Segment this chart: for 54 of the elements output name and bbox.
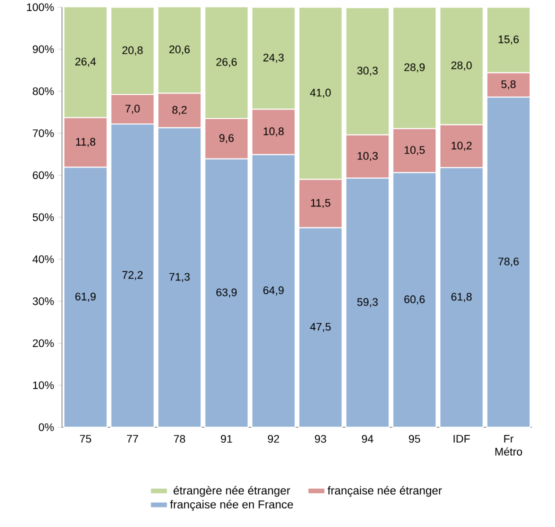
x-tick-label: Fr Métro	[495, 434, 522, 456]
y-tick-label: 70%	[32, 129, 54, 137]
data-label: 9,6	[219, 134, 234, 144]
y-tick-label: 50%	[32, 213, 54, 221]
data-label: 10,3	[358, 152, 378, 161]
data-label: 20,6	[169, 45, 190, 54]
x-tick-label: 78	[174, 434, 186, 443]
data-label: 41,0	[310, 88, 331, 98]
data-label: 28,0	[451, 61, 472, 70]
data-label: 24,3	[263, 54, 284, 63]
data-label: 61,8	[451, 292, 472, 302]
data-label: 28,9	[404, 63, 425, 72]
data-label: 71,3	[169, 272, 190, 282]
legend-label: étrangère née étranger	[174, 486, 290, 497]
y-tick-label: 40%	[32, 255, 54, 263]
x-tick-label: 77	[126, 434, 138, 442]
data-label: 61,9	[75, 292, 96, 302]
data-label: 63,9	[216, 288, 237, 298]
y-tick-label: 80%	[32, 87, 54, 95]
y-tick-label: 100%	[27, 3, 54, 11]
data-label: 10,8	[264, 127, 284, 136]
data-label: 60,6	[404, 295, 425, 304]
data-label: 15,6	[498, 35, 519, 44]
legend-label: française née étranger	[328, 486, 442, 497]
x-tick-label: 93	[314, 434, 326, 443]
x-tick-label: 92	[268, 434, 280, 443]
data-label: 11,5	[311, 198, 330, 208]
x-tick-label: 95	[408, 434, 420, 443]
x-tick-label: 94	[362, 434, 374, 443]
data-label: 8,2	[172, 106, 187, 115]
x-tick-label: 91	[220, 434, 232, 443]
y-tick-label: 30%	[32, 297, 54, 305]
data-label: 11,8	[76, 138, 96, 147]
legend-label: française née en France	[170, 500, 293, 511]
x-tick-label: IDF	[454, 434, 470, 442]
data-label: 72,2	[122, 270, 143, 280]
data-label: 64,9	[263, 286, 284, 296]
y-tick-label: 20%	[32, 339, 54, 347]
y-tick-label: 90%	[32, 45, 54, 53]
y-tick-label: 10%	[33, 381, 54, 389]
data-label: 10,2	[452, 142, 472, 151]
y-tick-label: 60%	[32, 171, 54, 179]
data-label: 20,8	[122, 46, 143, 56]
data-label: 47,5	[310, 322, 331, 332]
data-label: 78,6	[498, 258, 519, 267]
data-label: 26,4	[75, 58, 96, 67]
data-label: 5,8	[501, 80, 516, 90]
data-label: 7,0	[125, 104, 140, 114]
y-tick-label: 0%	[38, 423, 54, 431]
x-tick-label: 75	[80, 434, 92, 443]
data-label: 59,3	[357, 298, 378, 308]
data-label: 10,5	[404, 146, 425, 156]
data-label: 26,6	[216, 58, 237, 68]
data-label: 30,3	[357, 66, 378, 76]
